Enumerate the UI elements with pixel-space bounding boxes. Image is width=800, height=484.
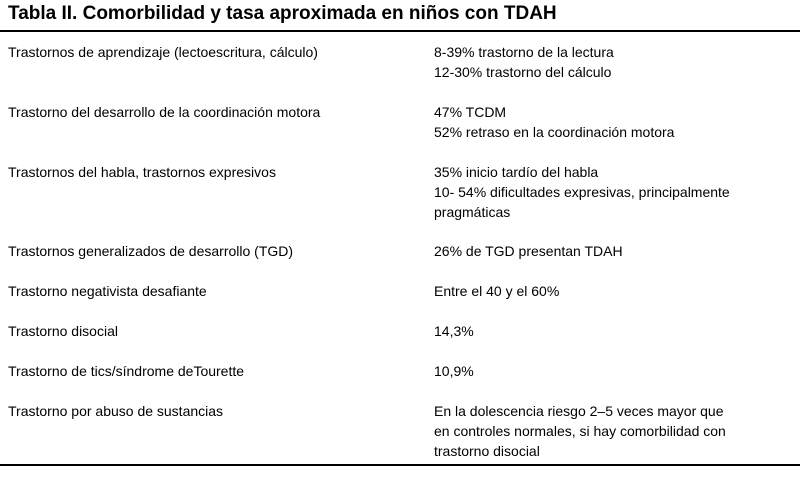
- rate-cell: Entre el 40 y el 60%: [434, 281, 800, 301]
- rate-cell: 47% TCDM 52% retraso en la coordinación …: [434, 102, 800, 142]
- rate-cell: 8-39% trastorno de la lectura 12-30% tra…: [434, 42, 800, 82]
- rate-line: 35% inicio tardío del habla: [434, 164, 599, 180]
- rate-line: 12-30% trastorno del cálculo: [434, 64, 612, 80]
- rate-line: pragmáticas: [434, 204, 511, 220]
- condition-cell: Trastorno negativista desafiante: [8, 283, 207, 299]
- rate-cell: 14,3%: [434, 321, 800, 341]
- rate-line: 14,3%: [434, 323, 474, 339]
- rate-line: trastorno disocial: [434, 443, 540, 459]
- condition-cell: Trastornos del habla, trastornos expresi…: [8, 164, 276, 180]
- condition-cell: Trastornos de aprendizaje (lectoescritur…: [8, 44, 318, 60]
- rate-line: 10- 54% dificultades expresivas, princip…: [434, 184, 730, 200]
- rate-line: 26% de TGD presentan TDAH: [434, 243, 623, 259]
- condition-cell: Trastorno disocial: [8, 323, 118, 339]
- rate-cell: En la dolescencia riesgo 2–5 veces mayor…: [434, 401, 800, 461]
- rate-line: 8-39% trastorno de la lectura: [434, 44, 614, 60]
- rate-line: 47% TCDM: [434, 104, 507, 120]
- rate-line: 52% retraso en la coordinación motora: [434, 124, 675, 140]
- condition-cell: Trastorno de tics/síndrome deTourette: [8, 363, 245, 379]
- condition-cell: Trastorno por abuso de sustancias: [8, 403, 224, 419]
- header-rule: [0, 30, 800, 32]
- rate-line: Entre el 40 y el 60%: [434, 283, 560, 299]
- rate-cell: 35% inicio tardío del habla 10- 54% difi…: [434, 162, 800, 222]
- rate-line: En la dolescencia riesgo 2–5 veces mayor…: [434, 403, 724, 419]
- condition-cell: Trastornos generalizados de desarrollo (…: [8, 243, 294, 259]
- rate-cell: 10,9%: [434, 361, 800, 381]
- rate-line: 10,9%: [434, 363, 474, 379]
- rate-line: en controles normales, si hay comorbilid…: [434, 423, 726, 439]
- footer-rule: [0, 464, 800, 466]
- rate-cell: 26% de TGD presentan TDAH: [434, 241, 800, 261]
- condition-cell: Trastorno del desarrollo de la coordinac…: [8, 104, 321, 120]
- table-title: Tabla II. Comorbilidad y tasa aproximada…: [8, 3, 557, 24]
